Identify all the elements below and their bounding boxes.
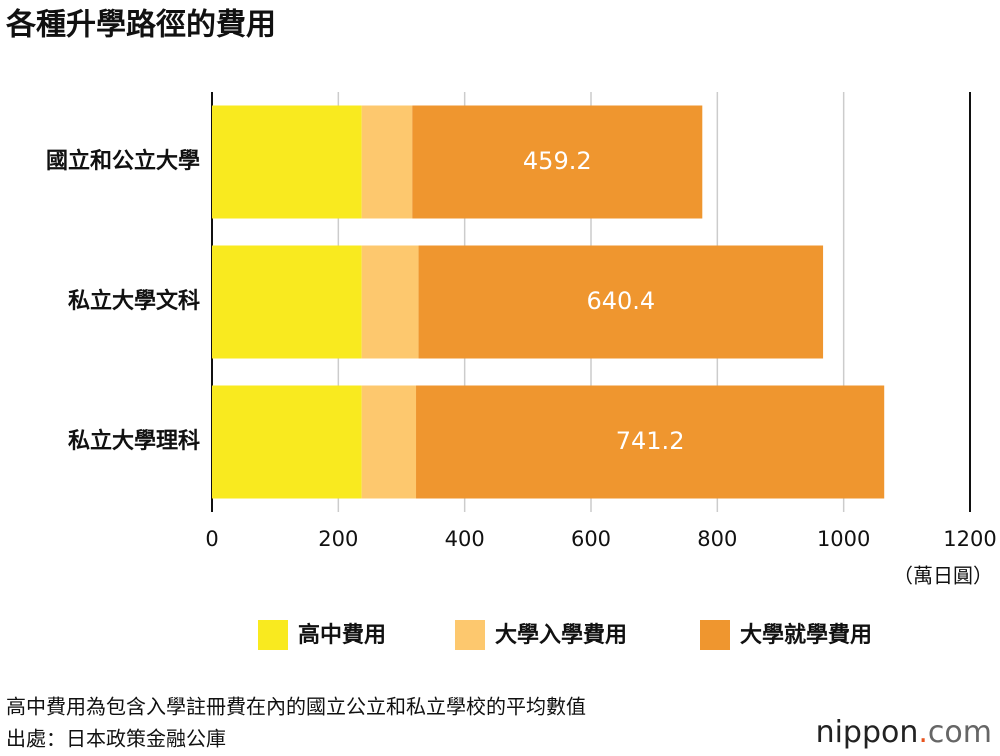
data-label: 640.4	[586, 287, 655, 315]
x-tick-label: 600	[571, 527, 611, 551]
note: 高中費用為包含入學註冊費在內的國立公立和私立學校的平均數值	[6, 695, 586, 719]
legend-swatch	[258, 620, 288, 650]
y-tick-label: 私立大學理科	[68, 428, 200, 454]
legend-swatch	[700, 620, 730, 650]
data-label: 741.2	[616, 427, 685, 455]
bar-segment	[361, 385, 417, 499]
legend-swatch	[455, 620, 485, 650]
bar-segment	[416, 385, 885, 499]
bar-segment	[212, 105, 362, 219]
x-tick-label: 400	[445, 527, 485, 551]
x-tick-label: 1200	[943, 527, 996, 551]
source: 出處：日本政策金融公庫	[6, 727, 226, 751]
logo-part: .	[918, 715, 928, 750]
logo-part: com	[928, 715, 992, 750]
x-tick-label: 200	[318, 527, 358, 551]
bar-segment	[361, 105, 413, 219]
x-tick-label: 1000	[817, 527, 870, 551]
logo-part: nippon	[816, 715, 919, 750]
legend-label: 高中費用	[298, 622, 386, 648]
logo: nippon.com	[816, 715, 992, 750]
x-unit: （萬日圓）	[893, 564, 993, 588]
bar-segment	[212, 245, 362, 359]
bar-segment	[418, 245, 824, 359]
chart-title: 各種升學路徑的費用	[5, 8, 276, 43]
bar-segment	[212, 385, 362, 499]
legend-label: 大學就學費用	[740, 622, 872, 648]
y-tick-label: 私立大學文科	[68, 288, 200, 314]
legend-label: 大學入學費用	[495, 622, 627, 648]
x-tick-label: 0	[205, 527, 218, 551]
x-tick-label: 800	[697, 527, 737, 551]
bar-segment	[361, 245, 419, 359]
bar-segment	[412, 105, 703, 219]
y-tick-label: 國立和公立大學	[46, 148, 200, 174]
data-label: 459.2	[523, 147, 592, 175]
